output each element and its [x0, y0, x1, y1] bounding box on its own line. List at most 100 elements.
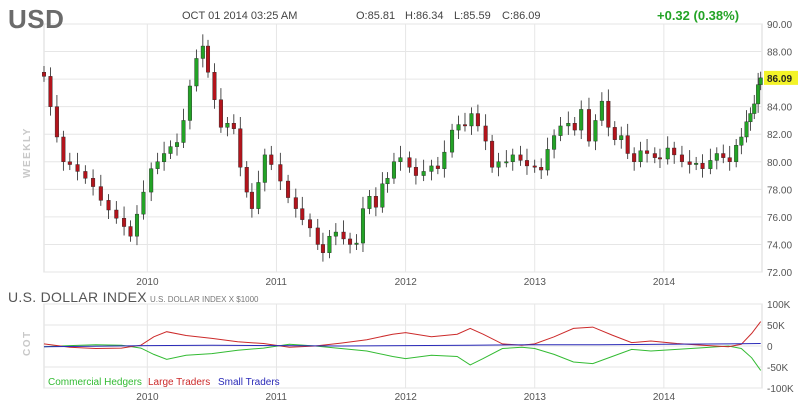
candle-body	[238, 128, 243, 168]
candle-body	[341, 231, 346, 240]
candle-body	[490, 140, 495, 168]
candle-body	[462, 124, 467, 127]
candle-body	[200, 45, 205, 59]
candle-body	[456, 124, 461, 131]
candle-body	[421, 171, 426, 176]
candle-body	[442, 151, 447, 169]
cot-y-tick-label: 0	[767, 342, 773, 353]
candle-body	[54, 106, 59, 138]
cot-section-subtitle: U.S. DOLLAR INDEX X $1000	[150, 295, 259, 304]
legend-small-traders: Small Traders	[218, 377, 280, 388]
high-value: H:86.34	[405, 10, 444, 22]
candle-body	[552, 135, 557, 150]
candle-body	[599, 100, 604, 121]
candle-body	[708, 160, 713, 169]
candle-body	[435, 165, 440, 169]
candle-body	[727, 157, 732, 162]
candle-body	[128, 226, 133, 237]
candle-body	[134, 213, 139, 237]
candle-body	[348, 238, 353, 245]
candle-body	[694, 162, 699, 165]
candle-body	[606, 100, 611, 128]
candle-body	[122, 218, 127, 227]
cot-section-title: U.S. DOLLAR INDEX	[8, 289, 147, 305]
candle-body	[162, 153, 167, 162]
price-y-tick-label: 82.00	[767, 130, 792, 141]
candle-body	[206, 45, 211, 73]
candle-body	[579, 109, 584, 131]
symbol-title: USD	[8, 4, 65, 34]
candle-body	[249, 191, 254, 209]
candle-body	[168, 146, 173, 154]
candle-body	[300, 208, 305, 220]
candle-body	[687, 161, 692, 165]
cot-x-tick-label: 2011	[265, 392, 287, 403]
candle-body	[231, 122, 236, 129]
candle-body	[91, 178, 96, 187]
candle-body	[61, 136, 66, 162]
candle-body	[532, 165, 537, 168]
price-x-tick-label: 2013	[524, 277, 547, 288]
close-value: C:86.09	[502, 10, 541, 22]
price-y-tick-label: 72.00	[767, 268, 792, 279]
cot-y-tick-label: -50K	[767, 363, 788, 374]
cot-axis-label: COT	[22, 330, 33, 356]
price-y-tick-label: 88.00	[767, 48, 792, 59]
candle-body	[256, 182, 261, 209]
change-value: +0.32 (0.38%)	[657, 8, 740, 23]
candle-body	[83, 171, 88, 179]
candle-body	[679, 154, 684, 162]
candle-body	[504, 161, 509, 164]
price-y-tick-label: 80.00	[767, 158, 792, 169]
candle-body	[539, 167, 544, 171]
candle-body	[380, 183, 385, 208]
candle-body	[114, 209, 119, 219]
candle-body	[413, 167, 418, 176]
candle-body	[262, 154, 267, 183]
candle-body	[672, 147, 677, 156]
price-y-tick-label: 84.00	[767, 103, 792, 114]
candle-body	[373, 196, 378, 208]
candle-body	[98, 186, 103, 201]
candle-body	[625, 135, 630, 154]
cot-y-tick-label: -100K	[767, 384, 794, 395]
last-price-badge	[764, 70, 798, 85]
candle-body	[566, 122, 571, 127]
price-y-tick-label: 74.00	[767, 240, 792, 251]
candle-body	[225, 122, 230, 128]
candle-body	[483, 125, 488, 142]
candle-body	[469, 113, 474, 127]
candle-body	[645, 150, 650, 154]
candle-body	[652, 153, 657, 158]
candle-body	[327, 235, 332, 253]
candle-body	[558, 125, 563, 136]
candle-body	[545, 149, 550, 171]
price-x-tick-label: 2014	[653, 277, 676, 288]
timestamp: OCT 01 2014 03:25 AM	[182, 10, 298, 22]
candle-body	[510, 154, 515, 162]
candle-body	[367, 196, 372, 209]
candle-body	[333, 231, 338, 237]
cot-y-tick-label: 50K	[767, 321, 785, 332]
candle-body	[212, 72, 217, 100]
candle-body	[293, 197, 298, 209]
candle-body	[700, 162, 705, 169]
legend-large-traders: Large Traders	[148, 377, 211, 388]
candle-body	[752, 103, 757, 114]
candle-body	[496, 161, 501, 168]
cot-x-tick-label: 2013	[524, 392, 547, 403]
candle-body	[756, 84, 761, 105]
candle-body	[398, 157, 403, 162]
legend-commercial-hedgers: Commercial Hedgers	[48, 377, 142, 388]
last-price-label: 86.09	[767, 74, 792, 85]
candle-body	[734, 145, 739, 162]
candle-body	[315, 227, 320, 245]
price-x-tick-label: 2010	[136, 277, 159, 288]
candle-body	[67, 161, 72, 165]
candle-body	[518, 154, 523, 161]
candle-body	[721, 153, 726, 158]
candle-body	[75, 164, 80, 172]
candle-body	[619, 135, 624, 140]
candle-body	[385, 178, 390, 185]
candle-body	[612, 127, 617, 140]
